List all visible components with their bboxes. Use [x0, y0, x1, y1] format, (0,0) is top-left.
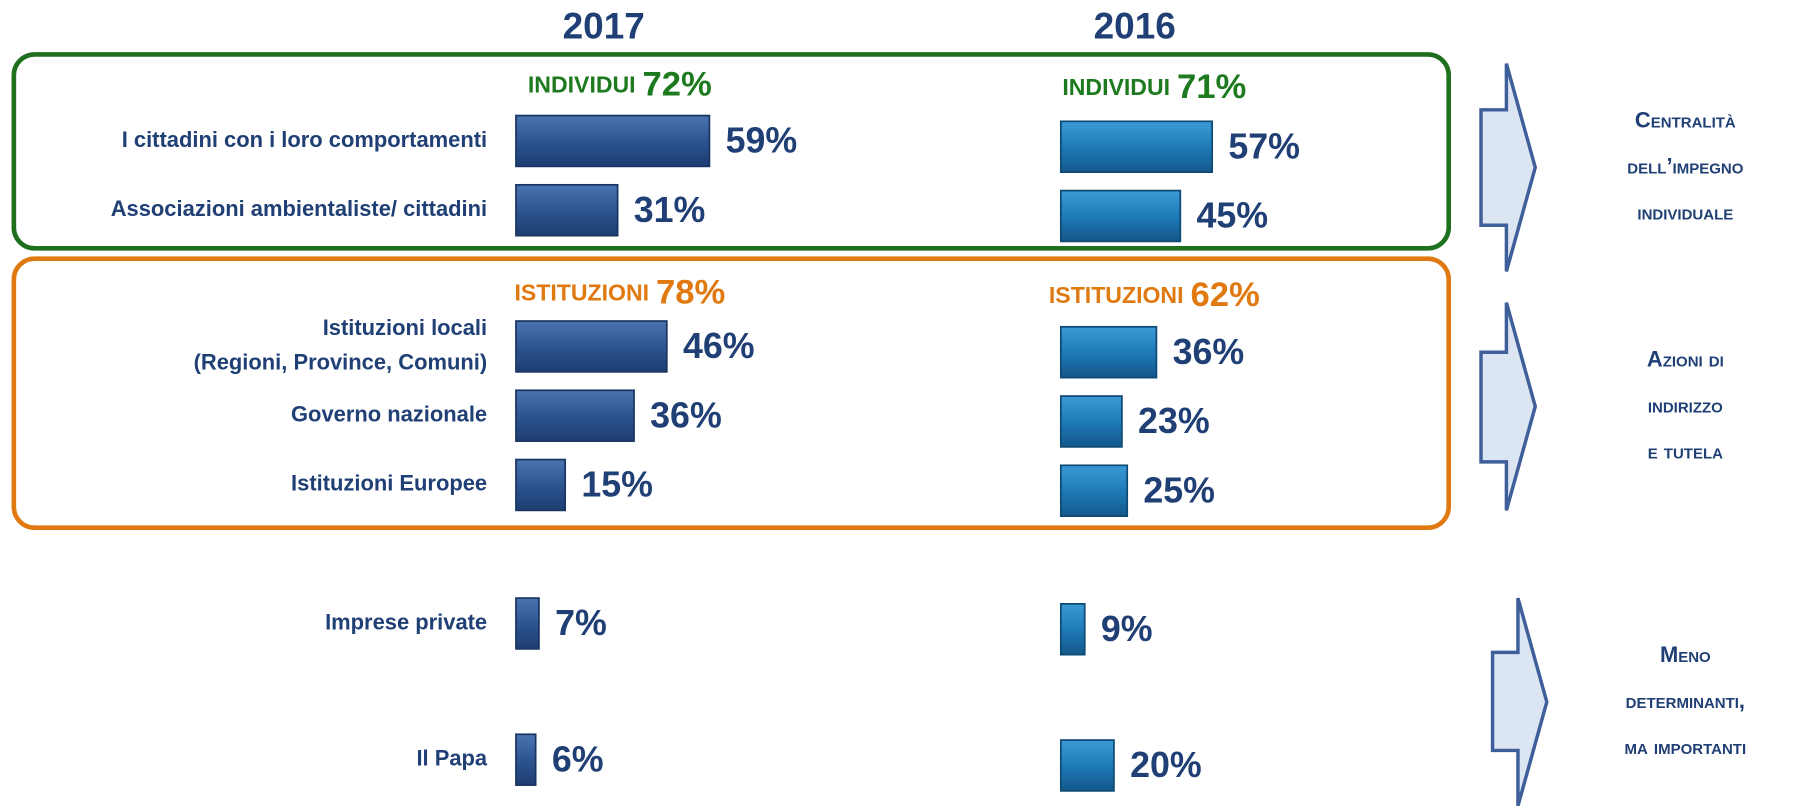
value-label: 7% — [555, 603, 607, 643]
category-label: Governo nazionale — [291, 401, 487, 426]
side-note: Meno determinanti, ma importanti — [1625, 642, 1747, 759]
group-total: 71% — [1177, 68, 1246, 106]
value-label: 25% — [1143, 470, 1215, 510]
value-label: 59% — [726, 121, 798, 161]
arrow — [1490, 597, 1549, 806]
value-label: 46% — [683, 326, 755, 366]
value-label: 36% — [1173, 332, 1245, 372]
group-label: ISTITUZIONI 78% — [514, 274, 725, 312]
group-name: INDIVIDUI — [528, 72, 636, 98]
group-label: INDIVIDUI 72% — [528, 66, 712, 104]
bar — [515, 597, 540, 650]
group-name: ISTITUZIONI — [1049, 282, 1184, 308]
bar — [515, 320, 668, 373]
bar — [1059, 464, 1129, 517]
category-label: Imprese private — [325, 609, 487, 634]
bar — [1059, 739, 1115, 792]
bar — [515, 114, 711, 168]
series-header: 2017 — [563, 6, 645, 47]
value-label: 15% — [581, 465, 653, 505]
bar — [1059, 189, 1182, 243]
value-label: 6% — [552, 739, 604, 779]
value-label: 20% — [1130, 745, 1202, 785]
arrow — [1479, 302, 1538, 511]
category-label: Associazioni ambientaliste/ cittadini — [111, 196, 487, 221]
value-label: 31% — [634, 190, 706, 230]
group-label: INDIVIDUI 71% — [1062, 68, 1246, 106]
value-label: 23% — [1138, 401, 1210, 441]
group-name: ISTITUZIONI — [514, 280, 649, 306]
category-label: Il Papa — [416, 745, 487, 770]
side-note: Centralità dell’impegno individuale — [1627, 107, 1743, 224]
bar — [1059, 395, 1123, 448]
arrow — [1479, 63, 1538, 272]
series-header: 2016 — [1094, 6, 1176, 47]
value-label: 9% — [1101, 609, 1153, 649]
group-label: ISTITUZIONI 62% — [1049, 276, 1260, 314]
group-name: INDIVIDUI — [1062, 74, 1170, 100]
category-label: I cittadini con i loro comportamenti — [122, 127, 487, 152]
bar — [515, 389, 635, 442]
value-label: 45% — [1196, 196, 1268, 236]
bar — [1059, 602, 1086, 656]
bar — [515, 733, 537, 786]
group-box — [11, 52, 1452, 251]
arrows — [1479, 63, 1549, 806]
bar — [515, 458, 567, 512]
category-label: Istituzioni Europee — [291, 471, 487, 496]
group-box — [11, 256, 1452, 530]
bar — [1059, 120, 1214, 173]
group-total: 72% — [643, 66, 712, 104]
category-label: Istituzioni locali (Regioni, Province, Co… — [194, 315, 488, 375]
bar — [515, 183, 619, 237]
side-note: Azioni di indirizzo e tutela — [1647, 346, 1724, 463]
group-total: 78% — [656, 274, 725, 312]
group-total: 62% — [1190, 276, 1259, 314]
bar — [1059, 325, 1158, 379]
value-label: 36% — [650, 395, 722, 435]
value-label: 57% — [1228, 126, 1300, 166]
